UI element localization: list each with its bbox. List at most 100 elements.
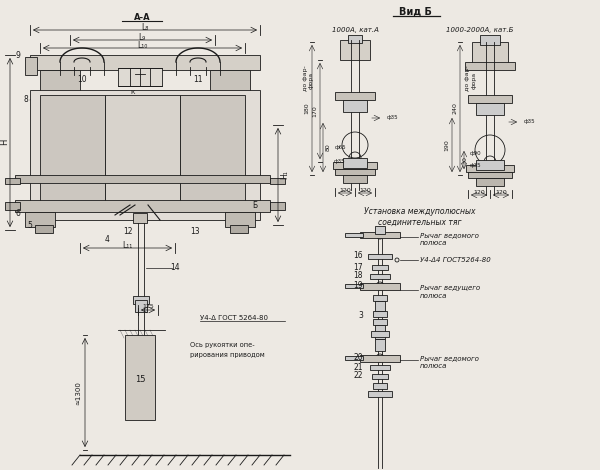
Bar (476, 103, 504, 115)
Text: Рычаг ведомого: Рычаг ведомого (420, 232, 479, 238)
Text: 240: 240 (452, 102, 458, 114)
Bar (372, 265, 388, 270)
Text: 19: 19 (353, 282, 363, 290)
Bar (345, 356, 363, 360)
Text: 120: 120 (473, 189, 485, 195)
Text: 12: 12 (123, 227, 133, 236)
Bar (370, 365, 390, 370)
Bar (348, 35, 362, 43)
Text: фора: фора (308, 71, 314, 88)
Text: У4-Δ ГОСТ 5264-80: У4-Δ ГОСТ 5264-80 (200, 315, 268, 321)
Text: ≈1300: ≈1300 (75, 381, 81, 405)
Text: соединительных тяг: соединительных тяг (378, 218, 462, 227)
Bar (360, 355, 400, 362)
Bar (133, 296, 149, 304)
Bar (343, 175, 367, 183)
Bar (343, 158, 367, 168)
Text: фора: фора (472, 71, 476, 88)
Bar (375, 226, 385, 234)
Bar (15, 175, 270, 183)
Bar (5, 178, 20, 184)
Bar (375, 339, 385, 351)
Bar (333, 162, 377, 169)
Bar (25, 212, 55, 227)
Text: 15: 15 (135, 376, 145, 384)
Text: 20: 20 (353, 353, 363, 362)
Bar (180, 95, 245, 210)
Bar (125, 335, 155, 420)
Text: 1000-2000А, кат.Б: 1000-2000А, кат.Б (446, 27, 514, 33)
Bar (230, 225, 248, 233)
Text: 1000А, кат.А: 1000А, кат.А (332, 27, 379, 33)
Bar (468, 172, 512, 178)
Bar (335, 92, 375, 100)
Text: до фар-: до фар- (302, 65, 308, 91)
Bar (375, 301, 385, 311)
Bar (343, 100, 367, 112)
Bar (370, 274, 390, 279)
Text: Вид Б: Вид Б (398, 7, 431, 17)
Text: 18: 18 (353, 272, 363, 281)
Bar (368, 254, 392, 259)
Text: 22: 22 (353, 371, 363, 381)
Bar (466, 165, 514, 172)
Text: H: H (1, 139, 10, 145)
Bar (465, 62, 515, 70)
Bar (375, 325, 385, 339)
Text: 120: 120 (359, 188, 371, 193)
Bar (468, 95, 512, 103)
Text: Рычаг ведущего: Рычаг ведущего (420, 285, 480, 291)
Text: 80: 80 (325, 143, 331, 151)
Text: 13: 13 (190, 227, 200, 236)
Bar (270, 202, 285, 210)
Bar (335, 169, 375, 175)
Bar (340, 40, 370, 60)
Text: 125: 125 (142, 305, 154, 310)
Text: 9: 9 (15, 50, 20, 60)
Text: ф35: ф35 (470, 163, 482, 167)
Bar (360, 283, 400, 290)
Text: 11: 11 (193, 75, 203, 84)
Text: рирования приводом: рирования приводом (190, 352, 265, 358)
Bar (373, 311, 387, 317)
Text: 14: 14 (170, 264, 180, 273)
Bar (40, 70, 80, 160)
Text: ф35: ф35 (387, 116, 399, 120)
Bar (15, 200, 270, 212)
Bar (40, 95, 105, 210)
Text: ф35: ф35 (334, 159, 346, 164)
Text: L₉: L₉ (139, 32, 146, 41)
Text: 120: 120 (339, 188, 351, 193)
Bar (345, 233, 363, 237)
Text: полюса: полюса (420, 363, 448, 369)
Bar (371, 331, 389, 337)
Bar (372, 374, 388, 379)
Bar (472, 42, 508, 67)
Text: ф35: ф35 (524, 119, 536, 125)
Bar (135, 300, 147, 312)
Bar (360, 232, 400, 238)
Bar (30, 90, 260, 220)
Text: 17: 17 (353, 263, 363, 272)
Text: ф65: ф65 (335, 146, 347, 150)
Text: Рычаг ведомого: Рычаг ведомого (420, 355, 479, 361)
Text: L₁₀: L₁₀ (137, 40, 147, 49)
Text: ф90: ф90 (470, 150, 482, 156)
Text: У4-Δ4 ГОСТ5264-80: У4-Δ4 ГОСТ5264-80 (420, 257, 491, 263)
Text: Б: Б (253, 201, 257, 210)
Text: 8: 8 (23, 95, 28, 104)
Text: 10: 10 (77, 75, 87, 84)
Text: 190: 190 (445, 139, 449, 151)
Text: 120: 120 (495, 189, 507, 195)
Text: H₁: H₁ (281, 171, 290, 180)
Bar (476, 178, 504, 186)
Text: Установка междуполюсных: Установка междуполюсных (364, 207, 476, 217)
Text: 180: 180 (305, 102, 310, 114)
Bar (133, 213, 147, 223)
Bar (345, 284, 363, 288)
Bar (476, 160, 504, 170)
Bar (25, 57, 37, 75)
Text: Ось рукоятки опе-: Ось рукоятки опе- (190, 342, 254, 348)
Text: L₈: L₈ (142, 23, 149, 31)
Text: 4: 4 (104, 235, 109, 244)
